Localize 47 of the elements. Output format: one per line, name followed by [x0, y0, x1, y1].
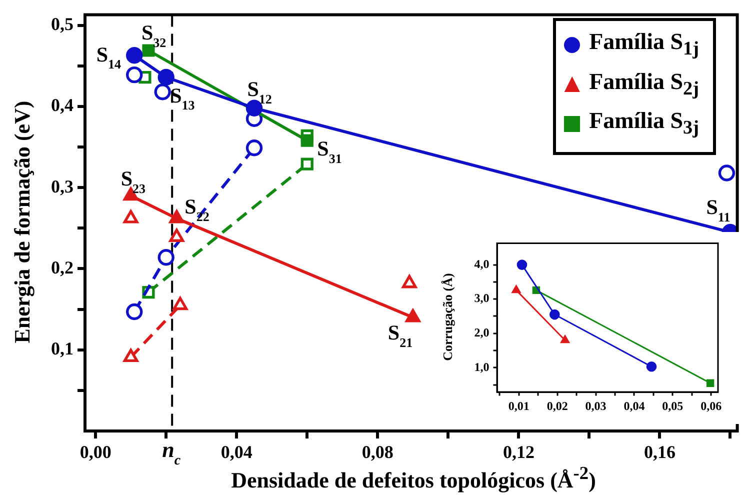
x-tick-label: 0,08: [362, 442, 394, 462]
point: [158, 249, 174, 266]
point: [300, 134, 314, 147]
x-tick-label: 0,04: [624, 399, 645, 414]
x-tick-label: 0,04: [220, 442, 252, 462]
point: [126, 66, 143, 84]
point: [300, 158, 314, 170]
point: [158, 68, 174, 86]
y-tick-label: 0,5: [51, 14, 74, 34]
x-tick-label: 0,01: [508, 399, 530, 414]
point: [402, 274, 417, 288]
point: [246, 140, 263, 156]
x-tick-label: 0,06: [700, 399, 722, 414]
point: [406, 309, 420, 322]
x-tick-label: 0,03: [585, 399, 606, 414]
y-tick-label: 0,2: [51, 257, 74, 278]
point: [549, 309, 560, 320]
legend-label: Família S$_{3j}$: [589, 108, 699, 140]
point: [126, 47, 143, 64]
x-tick-label: 0,00: [80, 442, 112, 462]
legend-label: Família S$_{1j}$: [589, 29, 699, 61]
y-tick-label: 4,0: [474, 256, 490, 271]
y-tick-label: 0,1: [51, 338, 74, 359]
point: [169, 210, 184, 224]
point: [123, 210, 138, 224]
y-axis-title: Corrugação (Å): [440, 273, 456, 361]
x-tick-label: 0,02: [546, 399, 568, 414]
y-tick-label: 3,0: [474, 291, 490, 306]
y-tick-label: 1,0: [474, 360, 490, 374]
point: [123, 348, 138, 362]
point: [126, 303, 143, 320]
point: [706, 379, 714, 387]
y-tick-label: 2,0: [474, 325, 490, 340]
x-tick-label: 0,05: [662, 399, 684, 414]
point: [646, 361, 657, 372]
y-axis-title: Energia de formação (eV): [9, 100, 36, 344]
x-tick-label: 0,12: [502, 442, 534, 462]
point: [718, 164, 736, 182]
point: [516, 260, 528, 270]
x-tick-label: 0,16: [644, 442, 676, 462]
point: [169, 228, 184, 242]
legend-label: Família S$_{2j}$: [589, 68, 699, 100]
x-axis-title: Densidade de defeitos topológicos (Å$^{-2}$): [231, 463, 596, 494]
point: [154, 84, 171, 100]
point: [142, 44, 155, 57]
y-tick-label: 0,3: [51, 176, 74, 196]
y-tick-label: 0,4: [51, 95, 74, 116]
